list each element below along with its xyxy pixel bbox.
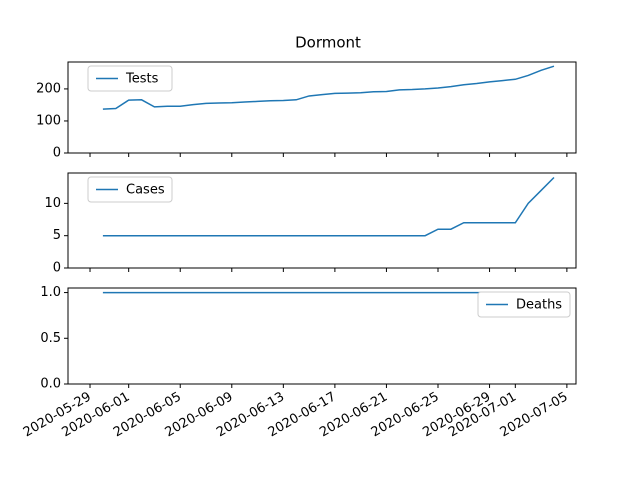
- y-tick-label: 0: [53, 261, 61, 276]
- axes-frame: [67, 287, 577, 385]
- y-tick-label: 100: [36, 113, 61, 128]
- axes-frame: [67, 61, 577, 154]
- legend-label: Tests: [125, 72, 159, 87]
- y-tick-label: 0.5: [40, 331, 61, 346]
- legend-box: [87, 65, 173, 92]
- line: [102, 65, 555, 110]
- line: [102, 176, 555, 237]
- legend-box: [477, 291, 571, 318]
- y-tick-label: 200: [36, 81, 61, 96]
- chart-title: Dormont: [295, 34, 361, 52]
- y-tick-label: 1.0: [40, 285, 61, 300]
- y-tick-label: 10: [44, 196, 61, 211]
- legend-label: Cases: [126, 183, 165, 198]
- legend-label: Deaths: [516, 298, 562, 313]
- legend-box: [87, 176, 173, 203]
- y-tick-label: 0.0: [40, 377, 61, 392]
- axes-frame: [67, 172, 577, 269]
- y-tick-label: 0: [53, 146, 61, 161]
- y-tick-label: 5: [53, 228, 61, 243]
